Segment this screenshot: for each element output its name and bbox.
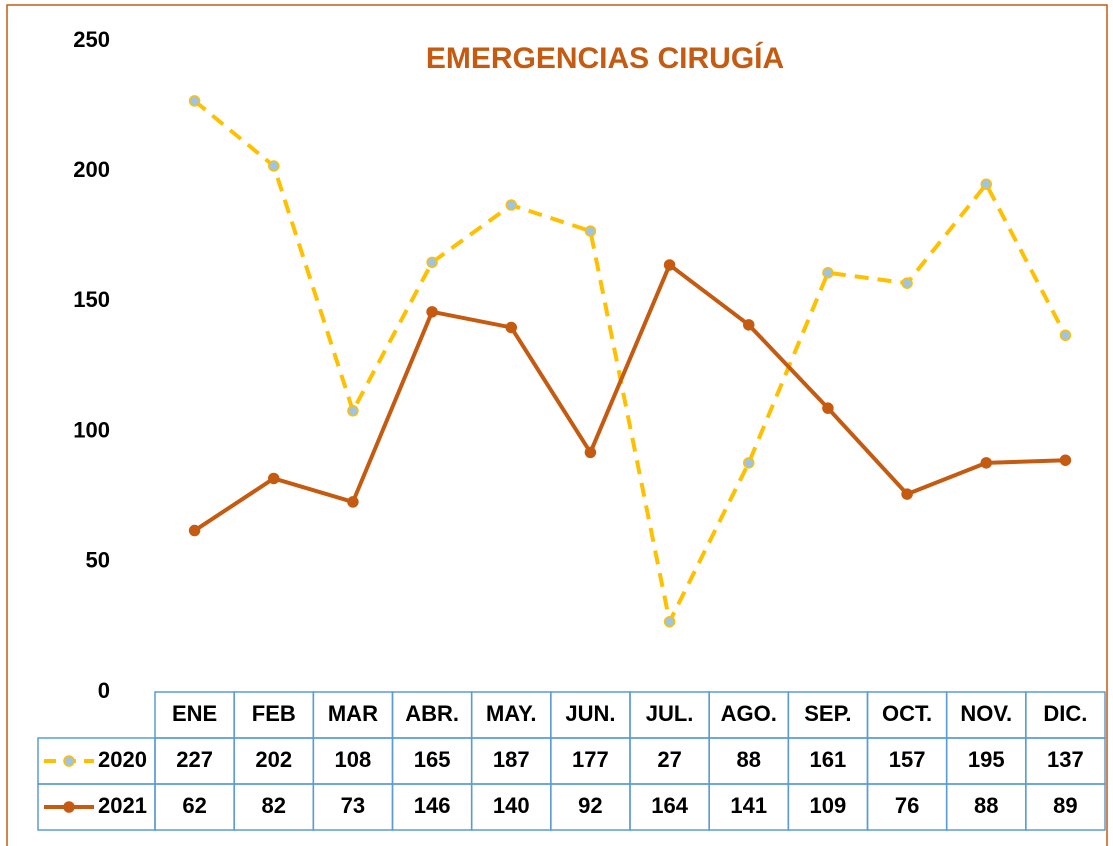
- x-tick-label: OCT.: [882, 701, 932, 726]
- chart-border: [6, 4, 1108, 846]
- data-point: [1059, 329, 1072, 342]
- x-tick-label: ENE: [172, 701, 217, 726]
- data-point: [268, 472, 280, 485]
- series-line: [193, 99, 1068, 624]
- legend-label: 2021: [98, 793, 147, 818]
- data-point: [822, 267, 834, 279]
- table-value: 140: [493, 793, 530, 818]
- legend-label: 2020: [98, 747, 147, 772]
- table-value: 165: [414, 747, 451, 772]
- table-value: 157: [889, 747, 926, 772]
- table-value: 76: [895, 793, 919, 818]
- chart-title: EMERGENCIAS CIRUGÍA: [426, 41, 784, 75]
- data-point: [743, 457, 755, 469]
- data-point: [188, 524, 201, 537]
- y-tick-label: 100: [73, 417, 110, 442]
- table-cell: [1025, 783, 1106, 831]
- data-point: [505, 321, 517, 334]
- data-point: [426, 306, 438, 318]
- table-value: 195: [968, 747, 1005, 772]
- table-value: 73: [341, 793, 365, 818]
- table-value: 108: [335, 747, 372, 772]
- table-value: 146: [414, 793, 451, 818]
- legend-marker: [63, 755, 75, 767]
- data-point: [980, 178, 992, 190]
- y-tick-label: 200: [73, 157, 110, 182]
- data-point: [347, 496, 359, 508]
- series-line: [193, 262, 1066, 533]
- x-tick-label: MAY.: [486, 701, 537, 726]
- table-value: 82: [262, 793, 286, 818]
- data-point: [584, 225, 597, 237]
- table-value: 109: [810, 793, 847, 818]
- data-point: [901, 488, 913, 500]
- x-tick-label: JUN.: [565, 701, 615, 726]
- data-point: [1059, 454, 1072, 466]
- x-tick-label: JUL.: [646, 701, 694, 726]
- y-tick-label: 50: [86, 548, 110, 573]
- legend-marker: [63, 801, 75, 813]
- y-tick-label: 250: [73, 27, 110, 52]
- x-tick-label: MAR: [328, 701, 378, 726]
- data-point: [426, 256, 438, 269]
- data-point: [663, 615, 676, 628]
- data-point: [822, 402, 834, 414]
- data-point: [901, 277, 913, 289]
- x-tick-label: ABR.: [405, 701, 459, 726]
- table-value: 137: [1047, 747, 1084, 772]
- table-value: 227: [176, 747, 213, 772]
- data-point: [268, 160, 280, 172]
- x-tick-label: DIC.: [1043, 701, 1087, 726]
- table-value: 187: [493, 747, 530, 772]
- table-value: 164: [651, 793, 688, 818]
- x-tick-label: NOV.: [960, 701, 1012, 726]
- data-point: [188, 95, 201, 107]
- data-point: [980, 457, 992, 469]
- table-value: 88: [737, 747, 761, 772]
- data-point: [584, 446, 597, 459]
- data-point: [347, 405, 359, 417]
- x-tick-label: FEB: [252, 701, 296, 726]
- table-value: 161: [810, 747, 847, 772]
- x-tick-label: SEP.: [804, 701, 851, 726]
- table-value: 141: [730, 793, 767, 818]
- table-value: 62: [182, 793, 206, 818]
- table-value: 27: [657, 747, 681, 772]
- data-point: [663, 259, 676, 271]
- y-tick-label: 150: [73, 287, 110, 312]
- table-value: 92: [578, 793, 602, 818]
- table-value: 177: [572, 747, 609, 772]
- x-tick-label: AGO.: [721, 701, 777, 726]
- table-value: 88: [974, 793, 998, 818]
- data-point: [505, 199, 517, 211]
- table-value: 202: [255, 747, 292, 772]
- data-point: [743, 319, 755, 331]
- table-value: 89: [1053, 793, 1077, 818]
- y-tick-label: 0: [98, 678, 110, 703]
